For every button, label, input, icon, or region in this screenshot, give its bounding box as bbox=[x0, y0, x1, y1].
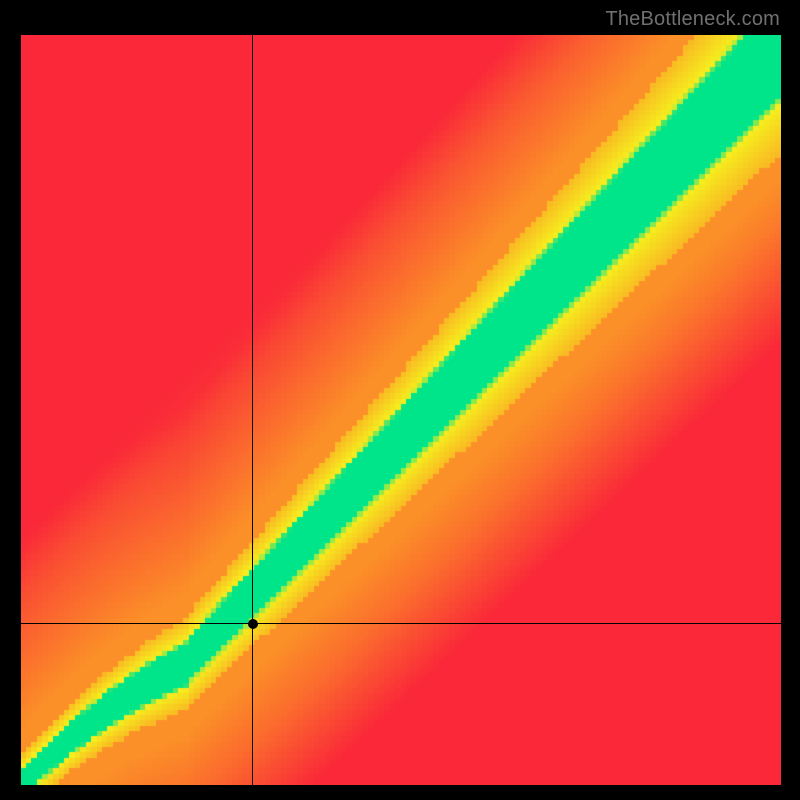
crosshair-horizontal bbox=[21, 623, 781, 624]
bottleneck-heatmap bbox=[21, 35, 781, 785]
crosshair-marker-dot bbox=[248, 619, 258, 629]
crosshair-vertical bbox=[252, 35, 253, 785]
watermark-text: TheBottleneck.com bbox=[605, 8, 780, 31]
